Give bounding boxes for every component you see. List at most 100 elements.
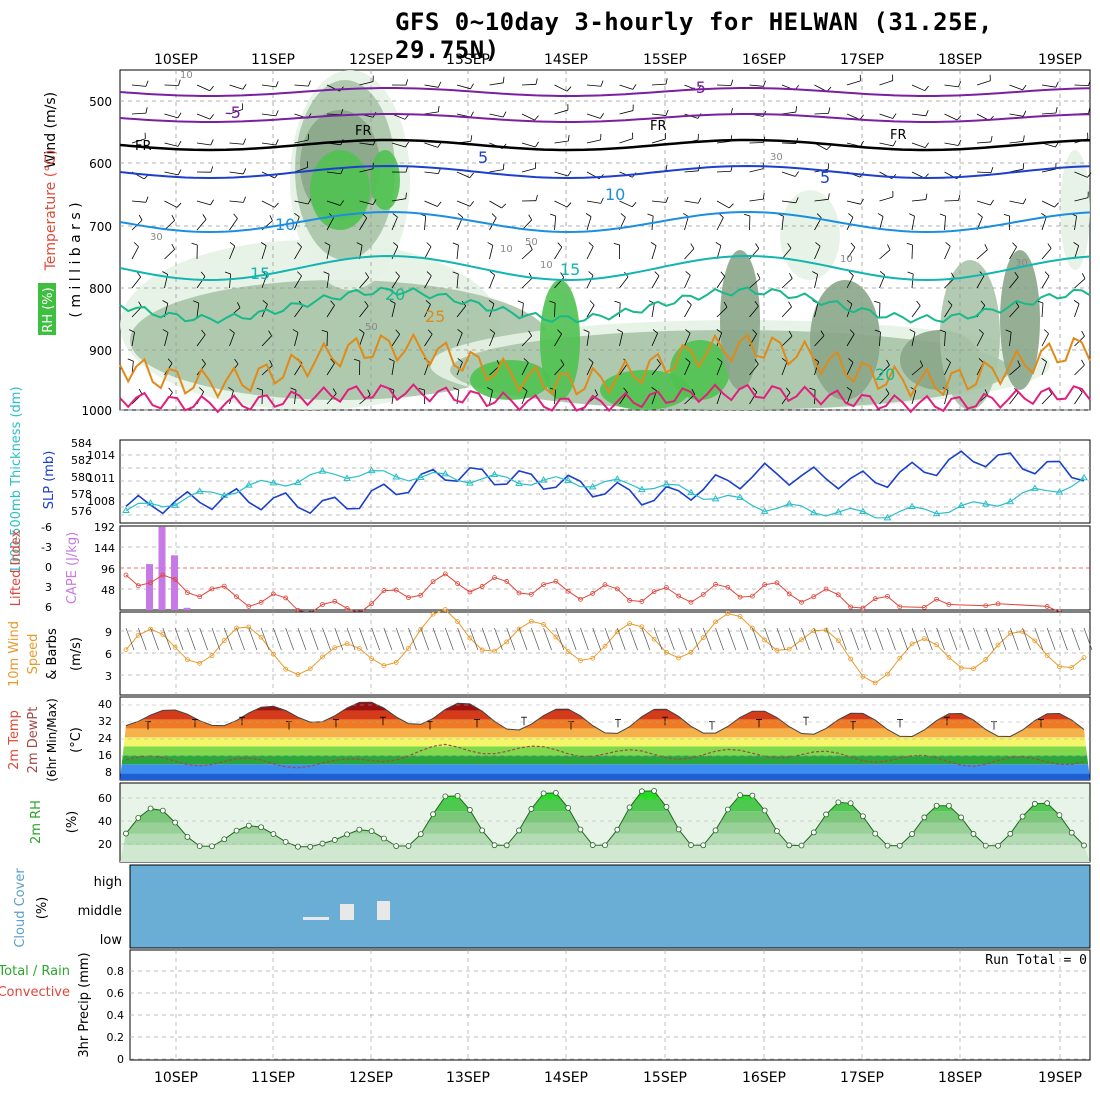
wind-barb-flag xyxy=(426,271,432,277)
ylabel-precip: 3hr Precip (mm) xyxy=(77,952,92,1057)
wind10-marker xyxy=(185,657,190,663)
wind10-marker xyxy=(172,644,178,650)
rh2m-marker xyxy=(258,824,265,831)
wind-barb xyxy=(424,84,439,88)
wind-barb xyxy=(1074,216,1077,231)
wind-barb xyxy=(164,142,179,147)
wind-barb xyxy=(294,305,304,318)
date-label-bottom: 16SEP xyxy=(742,1070,786,1086)
wind-barb xyxy=(1009,365,1021,376)
wind-barb-flag xyxy=(720,271,726,277)
wind-barb xyxy=(294,200,309,205)
wind-barb-flag xyxy=(191,242,198,246)
wind-barb-flag xyxy=(470,135,473,142)
thickness-tick: 582 xyxy=(71,454,92,467)
precip-tick: 0.2 xyxy=(107,1031,125,1044)
rh2m-marker xyxy=(245,822,252,829)
wind-barb-flag xyxy=(887,244,891,250)
li-marker xyxy=(246,604,252,609)
rh2m-marker xyxy=(1044,800,1051,807)
wind10-marker xyxy=(676,655,682,661)
contour-label: 10 xyxy=(275,215,295,234)
li-marker xyxy=(406,595,411,601)
li-marker xyxy=(553,578,559,584)
wind-barb xyxy=(716,361,723,376)
wind-barb xyxy=(391,198,406,202)
wind-barb-flag xyxy=(292,329,299,333)
li-marker xyxy=(504,579,510,584)
wind-barb xyxy=(976,80,991,86)
wind-barb-flag xyxy=(588,271,594,276)
wind10-marker xyxy=(872,680,878,686)
ylabel-wind10-speed: Speed xyxy=(26,634,41,675)
wind10-marker xyxy=(934,642,940,648)
cloud-mark xyxy=(340,904,354,920)
wind-barb-flag xyxy=(489,271,495,276)
li-marker xyxy=(123,572,129,578)
wind-barb-flag xyxy=(356,242,363,246)
wind10-barb xyxy=(616,627,626,651)
wind-barb-flag xyxy=(469,172,474,178)
wind-barb-flag xyxy=(202,214,207,220)
wind-barb-flag xyxy=(916,300,921,306)
wind-barb xyxy=(1041,84,1056,88)
wind-barb xyxy=(261,142,276,146)
wind10-barb xyxy=(481,627,491,651)
cape-bar xyxy=(146,564,153,610)
wind-barb-flag xyxy=(452,242,459,246)
wind-barb xyxy=(846,80,861,86)
wind10-tick: 6 xyxy=(105,648,112,661)
wind-barb-flag xyxy=(849,329,855,335)
dewpoint-line xyxy=(125,743,1085,769)
wind-barb xyxy=(846,390,853,405)
wind-barb xyxy=(1009,113,1024,117)
wind10-barb xyxy=(825,627,835,651)
contour-label: 5 xyxy=(478,148,488,167)
wind10-barb xyxy=(1034,627,1044,651)
chart-title: GFS 0~10day 3-hourly for HELWAN (31.25E,… xyxy=(395,8,993,64)
wind10-marker xyxy=(393,660,399,665)
contour-label: -5 xyxy=(225,103,241,122)
wind-barb-flag xyxy=(176,202,182,208)
rh2m-marker xyxy=(540,790,547,797)
wind-barb xyxy=(1041,248,1052,260)
rh-contour-label: 10 xyxy=(500,244,513,255)
wind-barb-flag xyxy=(685,358,691,363)
wind-barb xyxy=(651,113,666,116)
thickness-marker xyxy=(1006,497,1015,505)
wind10-barb xyxy=(690,627,700,651)
wind-barb-flag xyxy=(788,330,793,337)
wind-barb xyxy=(424,304,431,318)
li-marker xyxy=(860,605,866,611)
cape-tick: 192 xyxy=(94,521,115,534)
date-label-bottom: 11SEP xyxy=(251,1070,295,1086)
wind-barb-flag xyxy=(617,329,623,333)
wind-barb-flag xyxy=(523,358,529,363)
wind10-barb xyxy=(322,627,331,651)
wind-barb xyxy=(164,171,179,176)
cloud-mark xyxy=(377,901,390,920)
wind-barb-flag xyxy=(162,329,169,333)
wind-barb xyxy=(391,361,395,376)
wind-barb-flag xyxy=(744,213,751,217)
date-label-top: 15SEP xyxy=(643,52,687,68)
wind-barb xyxy=(1074,392,1083,405)
wind-barb-flag xyxy=(599,113,604,119)
cape-bar xyxy=(171,555,178,610)
ylabel-cloud-unit: (%) xyxy=(35,897,50,920)
rh2m-marker xyxy=(209,843,215,850)
wind10-barb xyxy=(739,627,749,651)
wind-barb xyxy=(196,200,211,206)
wind-barb xyxy=(294,139,309,144)
wind-barb-flag xyxy=(274,202,279,208)
wind10-marker xyxy=(971,666,976,672)
wind-barb-flag xyxy=(789,272,793,279)
wind-barb-flag xyxy=(1022,84,1027,91)
contour-label: FR xyxy=(355,124,372,139)
rh2m-marker xyxy=(872,830,879,837)
wind-barb-flag xyxy=(1081,330,1085,337)
wind-barb xyxy=(391,216,398,231)
wind-barb-flag xyxy=(437,201,442,207)
wind-barb xyxy=(229,200,244,203)
